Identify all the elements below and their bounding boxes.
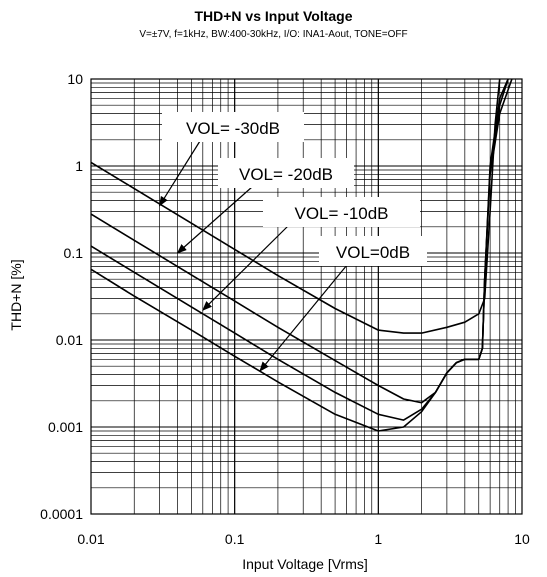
series-line-4 [91, 79, 513, 432]
annotation-arrow [259, 264, 348, 372]
annotations: VOL= -30dB VOL= -20dB VOL= -10dB VOL=0dB [159, 112, 427, 372]
grid-lines [90, 78, 523, 515]
chart-title: THD+N vs Input Voltage [194, 8, 353, 24]
annotation-box [263, 197, 420, 227]
series-line-1 [91, 79, 501, 334]
series-lines [91, 79, 513, 432]
annotation-box [319, 236, 427, 266]
annotation-arrow [176, 186, 253, 254]
y-tick-label: 0.1 [64, 245, 84, 261]
annotation-label: VOL=0dB [336, 243, 410, 262]
y-tick-label: 1 [75, 158, 83, 174]
x-tick-label: 0.1 [225, 531, 245, 547]
annotation-box [218, 158, 354, 188]
tick-labels: 0.01 0.1 1 10 10 1 0.1 0.01 0.001 0.0001 [40, 71, 530, 547]
annotation-label: VOL= -10dB [294, 204, 388, 223]
annotation-arrow [202, 225, 289, 311]
chart-subtitle: V=±7V, f=1kHz, BW:400-30kHz, I/O: INA1-A… [139, 29, 408, 40]
y-tick-label: 10 [67, 71, 83, 87]
y-tick-label: 0.0001 [40, 506, 83, 522]
x-axis-label: Input Voltage [Vrms] [242, 556, 368, 572]
y-axis-label: THD+N [%] [8, 259, 24, 330]
annotation-label: VOL= -30dB [186, 119, 280, 138]
x-tick-label: 1 [374, 531, 382, 547]
y-tick-label: 0.01 [56, 332, 83, 348]
x-tick-label: 10 [514, 531, 530, 547]
y-tick-label: 0.001 [48, 419, 83, 435]
x-tick-label: 0.01 [77, 531, 104, 547]
plot-frame [90, 78, 523, 515]
annotation-label: VOL= -20dB [239, 165, 333, 184]
annotation-box [162, 112, 304, 142]
annotation-arrow [159, 140, 201, 207]
